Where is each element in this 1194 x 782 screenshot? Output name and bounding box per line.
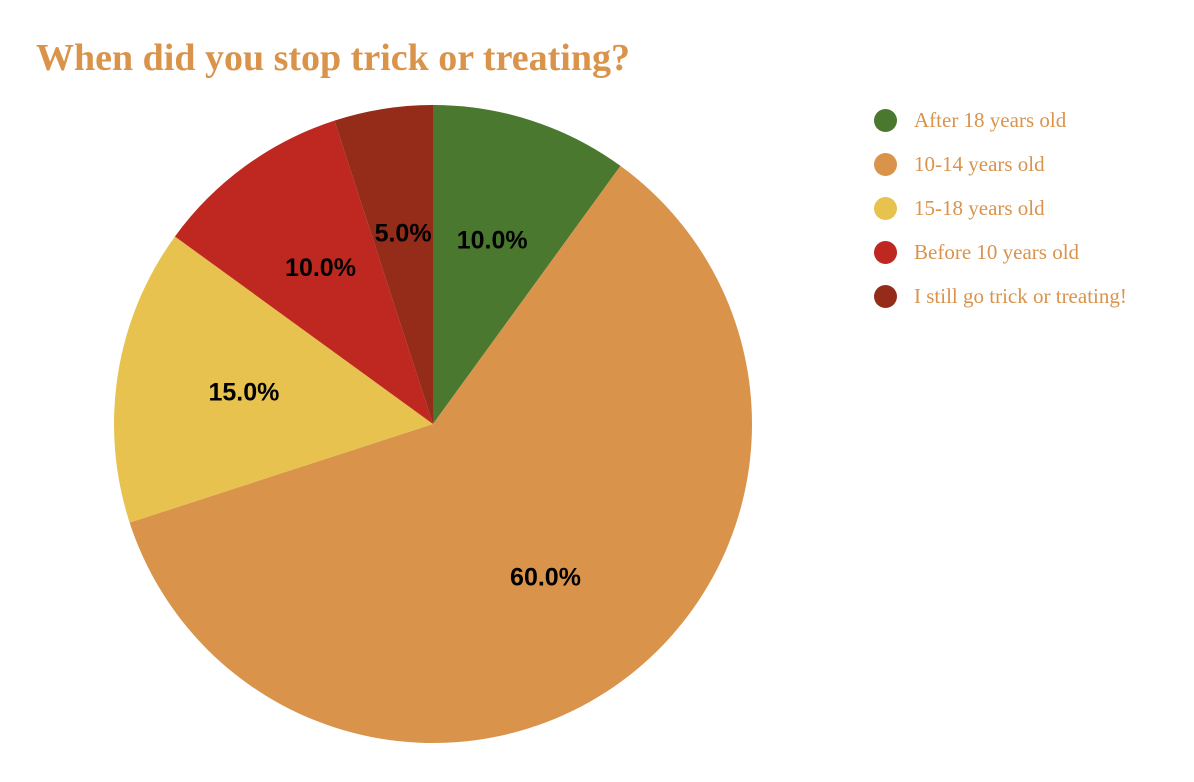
- legend-swatch-icon: [874, 284, 897, 308]
- pie-slice-10-14-years-old[interactable]: [129, 165, 752, 743]
- pie-slice-labels: 10.0% 60.0% 15.0% 10.0% 5.0%: [209, 220, 581, 592]
- legend-label: After 18 years old: [914, 107, 1067, 132]
- legend-label: 15-18 years old: [914, 195, 1045, 220]
- legend: After 18 years old 10-14 years old 15-18…: [874, 98, 1127, 318]
- legend-label: 10-14 years old: [914, 151, 1045, 176]
- legend-label: Before 10 years old: [914, 239, 1080, 264]
- legend-item[interactable]: I still go trick or treating!: [874, 274, 1127, 318]
- legend-swatch-icon: [874, 152, 897, 176]
- slice-value-label: 60.0%: [510, 563, 581, 591]
- slice-value-label: 5.0%: [375, 220, 432, 248]
- pie-slice-15-18-years-old[interactable]: [114, 236, 434, 523]
- legend-label: I still go trick or treating!: [914, 283, 1127, 308]
- legend-item[interactable]: 15-18 years old: [874, 186, 1127, 230]
- pie-slice-i-still-go-trick-or-treating[interactable]: [334, 105, 433, 424]
- legend-swatch-icon: [874, 108, 897, 132]
- pie-slice-before-10-years-old[interactable]: [174, 120, 433, 424]
- slice-value-label: 15.0%: [209, 379, 280, 407]
- legend-swatch-icon: [874, 240, 897, 264]
- slice-value-label: 10.0%: [285, 254, 356, 282]
- legend-item[interactable]: Before 10 years old: [874, 230, 1127, 274]
- pie-slice-after-18-years-old[interactable]: [433, 105, 621, 424]
- pie-slices: [114, 105, 752, 743]
- slice-value-label: 10.0%: [457, 227, 528, 255]
- chart-title: When did you stop trick or treating?: [36, 37, 630, 79]
- legend-item[interactable]: 10-14 years old: [874, 142, 1127, 186]
- legend-item[interactable]: After 18 years old: [874, 98, 1127, 142]
- legend-swatch-icon: [874, 196, 897, 220]
